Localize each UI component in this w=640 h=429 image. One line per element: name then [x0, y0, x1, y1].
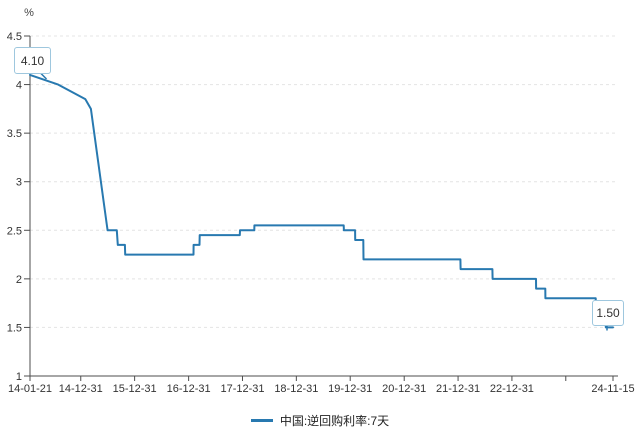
y-tick-label: 2.5	[7, 225, 22, 237]
x-tick-label: 16-12-31	[167, 383, 211, 395]
data-label-start: 4.10	[14, 47, 51, 74]
y-tick-label: 4	[16, 80, 22, 92]
legend-series-label: 中国:逆回购利率:7天	[279, 413, 390, 428]
x-tick-label: 19-12-31	[328, 383, 372, 395]
x-tick-label: 14-12-31	[59, 383, 103, 395]
y-axis-unit-label: %	[24, 7, 34, 19]
y-tick-label: 2	[16, 274, 22, 286]
series-line	[29, 73, 614, 329]
y-tick-label: 3	[16, 177, 22, 189]
y-tick-label: 1	[16, 371, 22, 383]
x-tick-label: 24-11-15	[591, 383, 634, 395]
data-label-end: 1.50	[592, 300, 624, 326]
x-tick-label: 21-12-31	[436, 383, 480, 395]
y-tick-label: 1.5	[7, 322, 22, 334]
x-tick-label: 15-12-31	[113, 383, 157, 395]
y-tick-label: 4.5	[7, 31, 22, 43]
legend: 中国:逆回购利率:7天	[0, 411, 640, 429]
x-tick-label: 17-12-31	[220, 383, 264, 395]
x-tick-label: 20-12-31	[382, 383, 426, 395]
x-tick-label: 14-01-21	[8, 383, 52, 395]
y-tick-label: 3.5	[7, 128, 22, 140]
legend-line-swatch	[250, 418, 273, 422]
x-tick-label: 22-12-31	[490, 383, 534, 395]
x-tick-label: 18-12-31	[274, 383, 318, 395]
